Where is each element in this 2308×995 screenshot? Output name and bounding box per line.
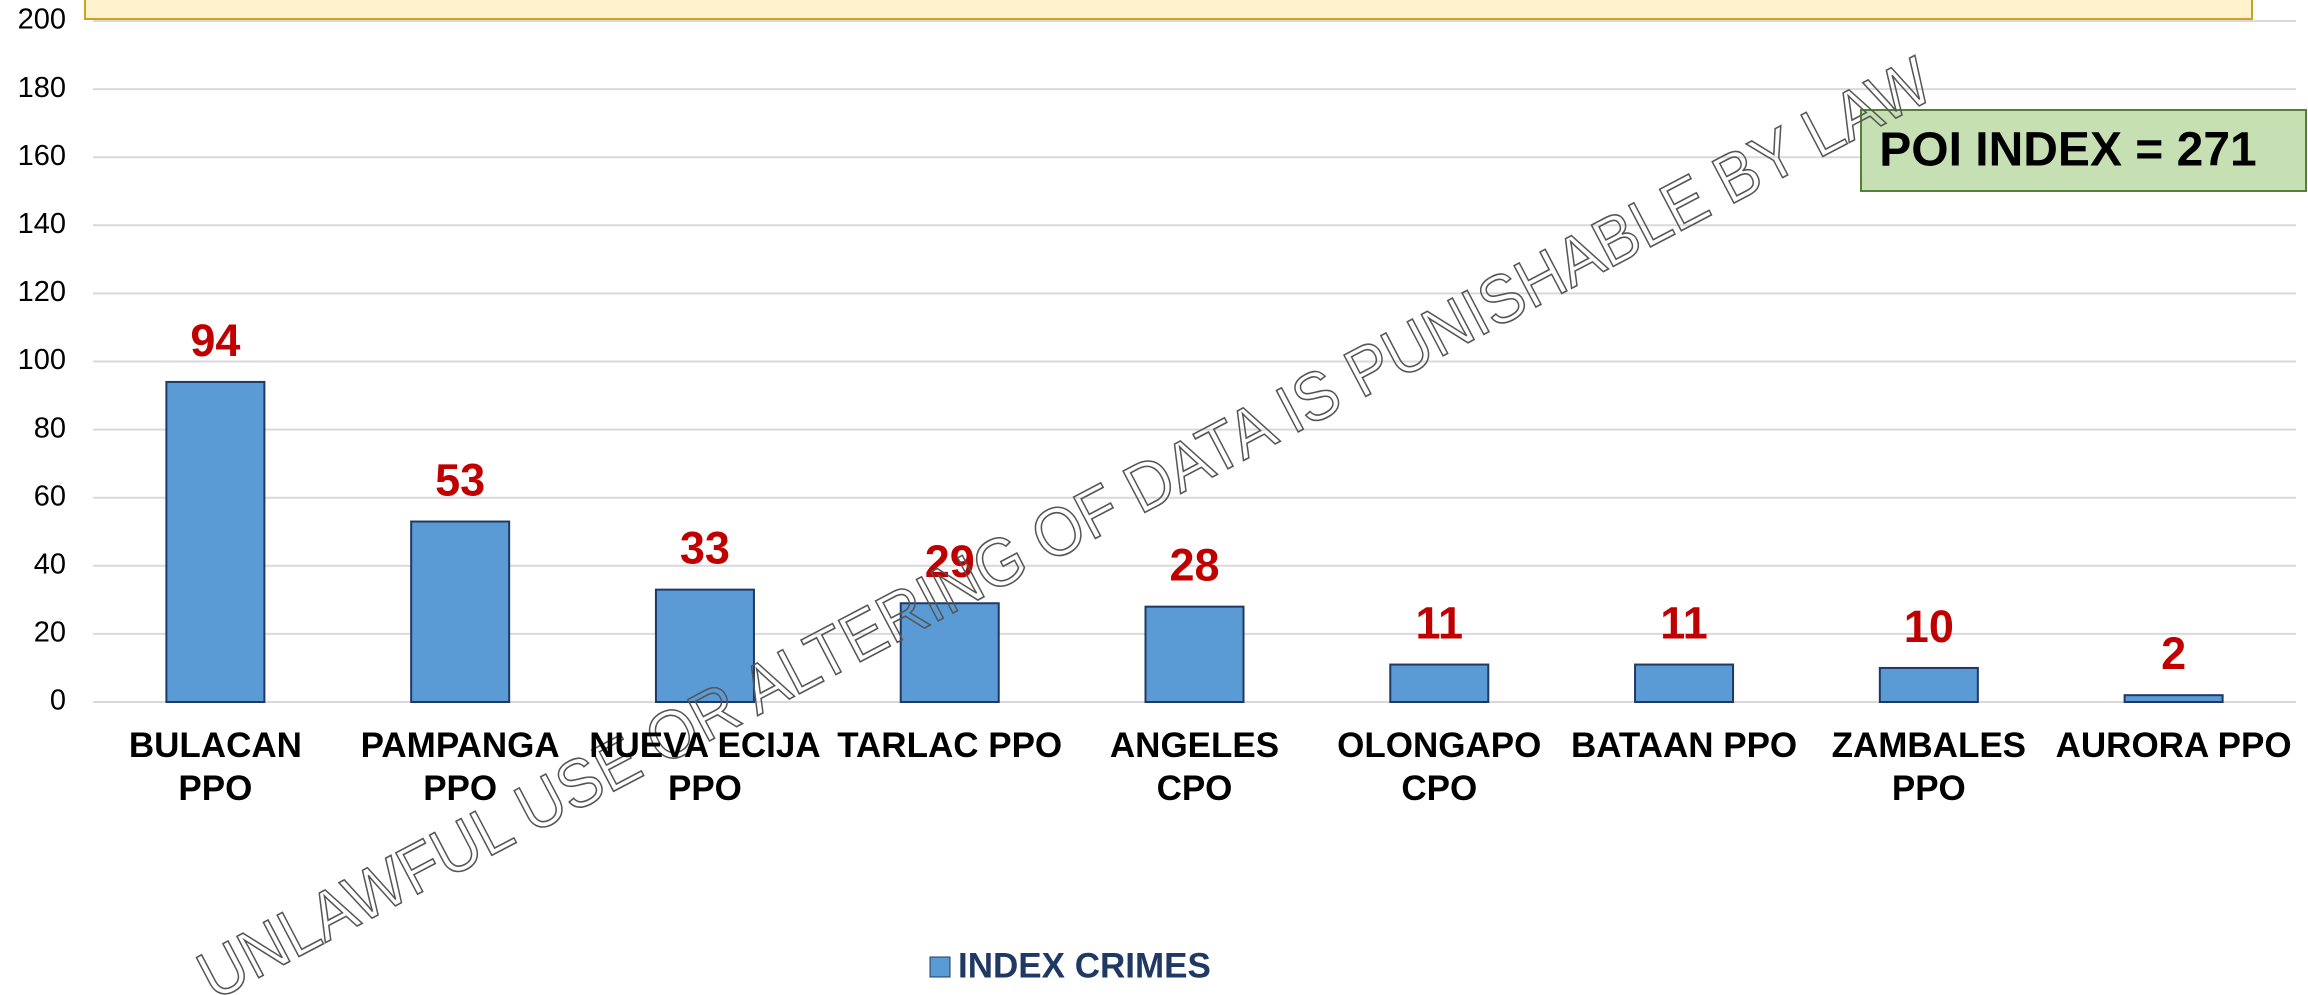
y-tick-label: 140 <box>18 208 66 240</box>
data-label: 94 <box>190 315 240 366</box>
y-tick-label: 60 <box>34 480 66 512</box>
bar <box>2123 694 2224 704</box>
legend-swatch <box>929 956 951 978</box>
data-label: 11 <box>1660 597 1708 648</box>
y-tick-label: 0 <box>50 685 66 717</box>
data-label: 2 <box>2161 628 2186 679</box>
y-tick-label: 160 <box>18 140 66 172</box>
bar <box>1878 666 1979 704</box>
y-tick-label: 200 <box>18 4 66 36</box>
bar <box>410 520 511 703</box>
bar <box>654 588 755 704</box>
bar <box>165 380 266 703</box>
poi-box <box>1860 109 2307 192</box>
data-label: 11 <box>1415 597 1463 648</box>
data-label: 10 <box>1904 601 1954 652</box>
data-label: 33 <box>680 523 730 574</box>
x-tick-label: TARLAC PPO <box>837 726 1063 765</box>
y-tick-label: 40 <box>34 548 66 580</box>
bar <box>1144 605 1245 703</box>
x-tick-label: ANGELES CPO <box>1109 726 1280 808</box>
y-tick-label: 180 <box>18 72 66 104</box>
bar <box>1634 663 1735 703</box>
x-tick-label: PAMPANGA PPO <box>360 726 560 808</box>
bars: 94 53 33 29 28 11 11 10 2 <box>165 315 2224 704</box>
data-label: 29 <box>925 536 975 587</box>
x-tick-label: BULACAN PPO <box>128 726 302 808</box>
x-tick-label: OLONGAPO CPO <box>1337 726 1542 808</box>
x-tick-label: ZAMBALES PPO <box>1831 726 2027 808</box>
watermark: UNLAWFUL USE OR ALTERING OF DATA IS PUNI… <box>186 43 1944 995</box>
y-tick-label: 20 <box>34 617 66 649</box>
grid: 0 20 40 60 80 100 120 140 160 180 200 <box>18 4 2296 717</box>
legend-label: INDEX CRIMES <box>958 946 1211 985</box>
y-tick-label: 120 <box>18 276 66 308</box>
x-tick-label: NUEVA ECIJA PPO <box>589 726 821 808</box>
data-label: 28 <box>1169 540 1219 591</box>
data-label: 53 <box>435 454 485 505</box>
y-tick-label: 100 <box>18 344 66 376</box>
y-tick-label: 80 <box>34 412 66 444</box>
bar <box>1389 663 1490 703</box>
x-tick-label: AURORA PPO <box>2055 726 2292 765</box>
x-tick-label: BATAAN PPO <box>1570 726 1798 765</box>
poi-index: POI INDEX = 271 <box>1879 124 2257 177</box>
title-box <box>84 0 2253 20</box>
bar <box>899 602 1000 704</box>
